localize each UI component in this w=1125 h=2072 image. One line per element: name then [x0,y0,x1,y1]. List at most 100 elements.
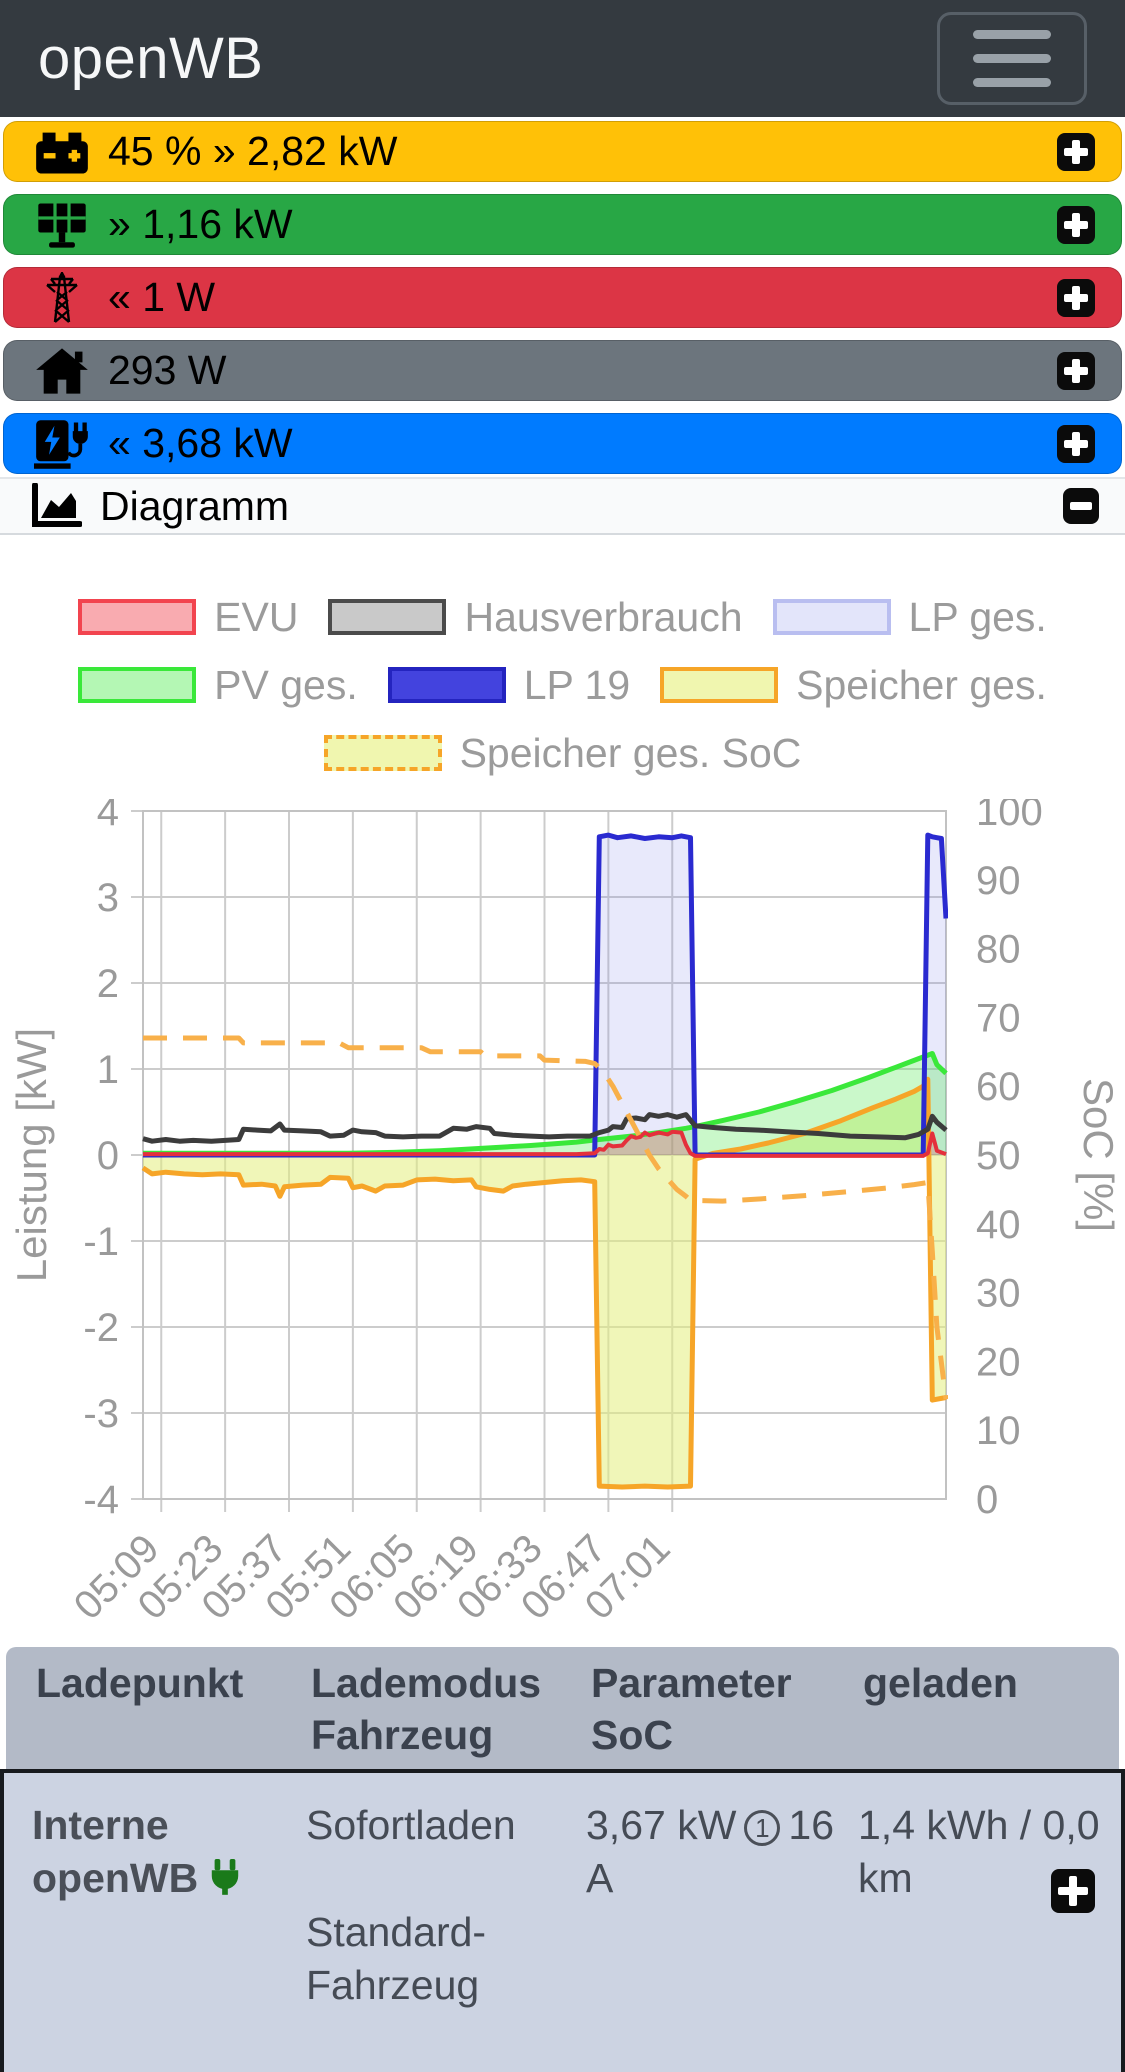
chargepoint-row: Interne openWB Sofortladen Standard-Fahr… [0,1769,1125,2072]
status-bar-battery[interactable]: 45 % » 2,82 kW [3,121,1122,182]
expand-chargepoint-button[interactable] [1057,424,1095,463]
vehicle-name: Standard-Fahrzeug [306,1909,487,2008]
collapse-diagram-button[interactable] [1063,488,1099,524]
legend-label: Speicher ges. SoC [459,729,802,776]
home-icon [34,345,90,397]
svg-text:80: 80 [976,928,1021,972]
chargepoint-status-text: « 3,68 kW [108,420,293,466]
diagram-section-title: Diagramm [100,482,290,529]
solar-panel-icon [34,199,90,251]
svg-text:30: 30 [976,1272,1021,1316]
svg-text:4: 4 [97,799,119,834]
svg-text:50: 50 [976,1134,1021,1178]
status-bar-pv[interactable]: » 1,16 kW [3,194,1122,255]
legend-swatch-icon [323,735,442,771]
app-header: openWB [0,0,1125,117]
charged-amount: 1,4 kWh / 0,0 km [858,1802,1100,1901]
svg-text:90: 90 [976,859,1021,903]
hamburger-icon [973,78,1051,87]
legend-swatch-icon [78,599,197,635]
diagram-card: EVU Hausverbrauch LP ges. PV ges. LP 19 Speic… [0,535,1125,1643]
column-header-lademodus: Lademodus Fahrzeug [311,1660,542,1758]
charging-station-icon [34,418,90,470]
svg-text:-3: -3 [83,1392,119,1436]
legend-row: PV ges. LP 19 Speicher ges. [0,661,1125,709]
hamburger-menu-button[interactable] [937,12,1087,105]
power-pylon-icon [34,271,90,324]
svg-text:2: 2 [97,962,119,1006]
series-line-lp-19 [143,832,948,1158]
chargepoint-name: Interne openWB [32,1802,199,1901]
series-fill-speicher-ges [143,1079,946,1487]
charge-current: 16 A [586,1802,834,1901]
legend-label: LP 19 [523,661,631,708]
hamburger-icon [973,30,1051,39]
legend-label: LP ges. [908,593,1047,640]
left-axis-title: Leistung [kW] [8,1028,55,1282]
status-bar-chargepoint[interactable]: « 3,68 kW [3,413,1122,474]
svg-text:40: 40 [976,1203,1021,1247]
chart-legend: EVU Hausverbrauch LP ges. PV ges. LP 19 Speic… [0,535,1125,777]
status-bar-grid[interactable]: « 1 W [3,267,1122,328]
column-header-geladen: geladen [863,1660,1018,1706]
phase-count-icon: 1 [744,1810,781,1846]
legend-item[interactable]: Speicher ges. SoC [323,729,802,777]
series-line-hausverbrauch [142,1112,948,1144]
legend-item[interactable]: Hausverbrauch [328,593,743,641]
legend-item[interactable]: EVU [78,594,298,641]
chart-area-icon [30,483,82,529]
svg-text:-1: -1 [83,1220,119,1264]
legend-swatch-icon [772,599,891,635]
expand-grid-button[interactable] [1057,278,1095,317]
grid-status-text: « 1 W [108,274,216,320]
expand-house-button[interactable] [1057,351,1095,390]
right-axis-title: SoC [%] [1075,1078,1122,1232]
plug-icon [208,1856,242,1896]
legend-item[interactable]: LP ges. [772,593,1047,641]
series-line-speicher-ges-soc [143,1035,948,1400]
legend-item[interactable]: LP 19 [387,661,631,709]
charged-cell: 1,4 kWh / 0,0 km [858,1799,1121,2012]
svg-text:70: 70 [976,996,1021,1040]
legend-swatch-icon [660,667,779,703]
svg-text:0: 0 [976,1478,998,1522]
power-soc-chart: 43210-1-2-3-4100908070605040302010005:09… [8,799,1122,1628]
series-line-speicher-ges [141,1076,947,1490]
legend-swatch-icon [78,667,197,703]
expand-battery-button[interactable] [1057,132,1095,171]
charge-mode: Sofortladen [306,1802,516,1848]
diagram-section-header[interactable]: Diagramm [0,477,1125,535]
legend-row: EVU Hausverbrauch LP ges. [0,593,1125,641]
house-status-text: 293 W [108,347,227,393]
legend-item[interactable]: PV ges. [78,662,358,709]
app-title: openWB [38,26,264,91]
svg-text:-2: -2 [83,1306,119,1350]
legend-label: EVU [214,593,299,640]
battery-status-text: 45 % » 2,82 kW [108,128,398,174]
expand-chargepoint-row-button[interactable] [1051,1869,1095,1913]
chargepoint-name-cell: Interne openWB [32,1799,306,2012]
expand-pv-button[interactable] [1057,205,1095,244]
svg-text:-4: -4 [83,1478,119,1522]
legend-row: Speicher ges. SoC [0,729,1125,777]
chargepoint-table-header: Ladepunkt Lademodus Fahrzeug Parameter S… [6,1647,1119,1769]
charge-power: 3,67 kW [586,1802,737,1848]
parameter-cell: 3,67 kW 1 16 A [586,1799,858,2012]
charge-mode-cell: Sofortladen Standard-Fahrzeug [306,1799,586,2012]
chart-axis-labels: 43210-1-2-3-4100908070605040302010005:09… [66,799,1043,1628]
svg-text:3: 3 [97,876,119,920]
column-header-ladepunkt: Ladepunkt [36,1660,244,1706]
svg-text:20: 20 [976,1340,1021,1384]
series-line-pv-ges [143,1051,948,1156]
chart-series [141,832,948,1490]
svg-text:100: 100 [976,799,1043,834]
legend-swatch-icon [387,667,506,703]
column-header-parameter: Parameter SoC [591,1660,792,1758]
car-battery-icon [34,126,90,178]
legend-item[interactable]: Speicher ges. [660,662,1047,709]
hamburger-icon [973,54,1051,63]
series-line-evu [143,1129,947,1158]
status-bar-house[interactable]: 293 W [3,340,1122,401]
legend-label: Hausverbrauch [464,593,743,640]
legend-label: PV ges. [214,661,358,708]
